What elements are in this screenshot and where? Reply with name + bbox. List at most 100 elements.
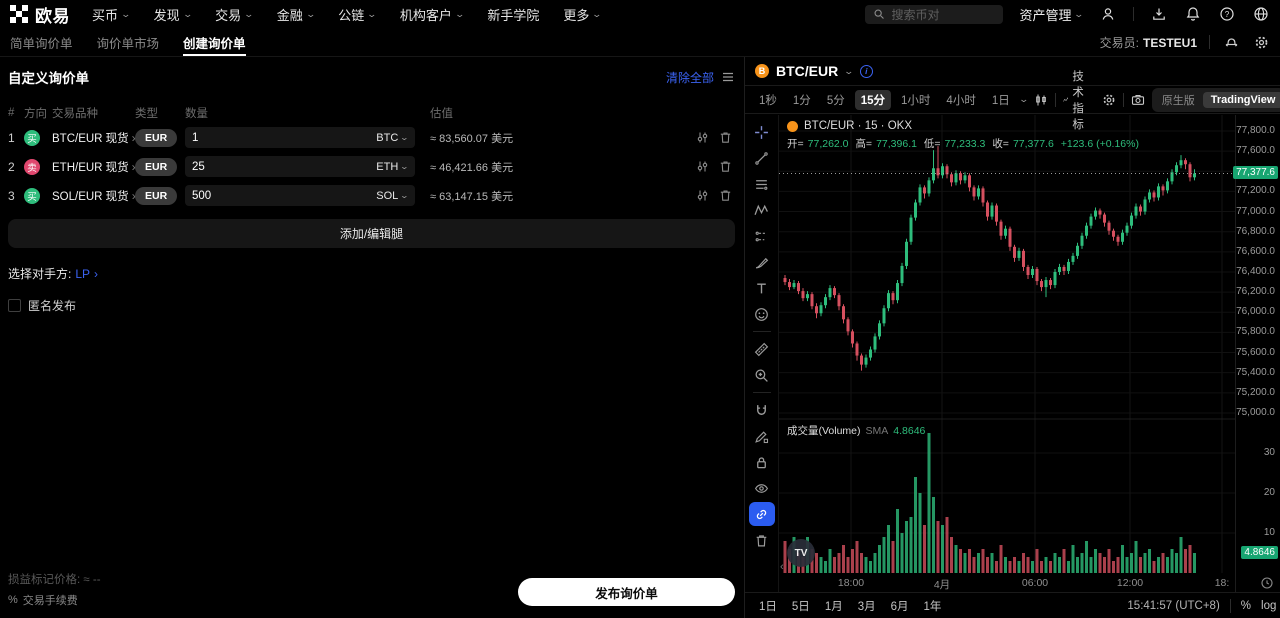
settings-gear-icon[interactable] [1252,33,1270,51]
download-app-icon[interactable] [1150,5,1168,23]
candlestick-chart[interactable] [779,115,1235,593]
swap-legs-icon[interactable] [696,160,709,173]
unit-selector[interactable]: BTC ⌄ [376,132,409,144]
notifications-icon[interactable] [1184,5,1202,23]
menu-finance[interactable]: 金融 ⌄ [277,5,316,24]
percent-scale-button[interactable]: % [1240,599,1252,612]
info-icon[interactable]: i [859,64,873,78]
text-tool-icon[interactable] [749,276,775,300]
magnet-icon[interactable] [749,398,775,422]
remove-drawings-icon[interactable] [749,528,775,552]
chart-type-candles-icon[interactable] [1031,93,1051,107]
instrument-selector[interactable]: BTC/EUR 现货 › [52,130,136,146]
sync-drawings-icon[interactable] [748,502,775,526]
panel-menu-icon[interactable] [722,71,734,83]
tab-rfq-market[interactable]: 询价单市场 [96,36,160,51]
type-pill[interactable]: EUR [135,186,178,205]
type-pill[interactable]: EUR [135,128,178,147]
range-3mo[interactable]: 3月 [857,600,876,613]
tab-simple-rfq[interactable]: 简单询价单 [10,36,73,51]
timeframe-5m[interactable]: 5分 [826,94,845,107]
zoom-in-icon[interactable] [749,363,775,387]
crosshair-icon[interactable] [749,120,775,144]
menu-label: 买币 [92,7,119,23]
forecast-icon[interactable] [749,224,775,248]
language-globe-icon[interactable] [1252,5,1270,23]
add-edit-legs-button[interactable]: 添加/编辑腿 [8,219,735,248]
brush-icon[interactable] [749,250,775,274]
range-1y[interactable]: 1年 [923,600,942,613]
tradingview-logo[interactable]: TV [787,539,815,567]
chart-settings-gear-icon[interactable] [1099,93,1119,107]
price-axis[interactable]: 77,377.6 4.8646 77,800.077,600.077,400.0… [1233,115,1279,592]
col-type: 类型 [135,108,158,120]
hide-drawings-icon[interactable] [749,476,775,500]
range-1d[interactable]: 1日 [759,600,777,613]
fee-label[interactable]: 交易手续费 [22,595,78,607]
menu-trade[interactable]: 交易 ⌄ [215,5,254,24]
timeframe-1s[interactable]: 1秒 [759,94,777,107]
delete-leg-icon[interactable] [719,131,732,144]
delete-leg-icon[interactable] [719,160,732,173]
drawing-mode-icon[interactable] [749,424,775,448]
chevron-down-icon[interactable]: ⌄ [1018,94,1029,104]
menu-chain[interactable]: 公链 ⌄ [338,5,377,24]
timeframe-1m[interactable]: 1分 [792,94,811,107]
chevron-right-icon[interactable]: › [94,266,99,281]
timeframe-4h[interactable]: 4小时 [946,94,976,107]
assets-menu[interactable]: 资产管理 ⌄ [1019,5,1084,24]
instrument-selector[interactable]: ETH/EUR 现货 › [52,159,136,175]
screenshot-camera-icon[interactable] [1128,93,1148,107]
publish-rfq-button[interactable]: 发布询价单 [518,578,735,606]
menu-discover[interactable]: 发现 ⌄ [154,5,193,24]
type-pill[interactable]: EUR [135,157,178,176]
assets-label: 资产管理 [1019,7,1072,23]
tradingview-tab[interactable]: TradingView [1202,91,1280,108]
lock-drawings-icon[interactable] [749,450,775,474]
ruler-icon[interactable] [749,337,775,361]
unit-selector[interactable]: ETH ⌄ [376,161,409,173]
chevron-down-icon[interactable]: ⌄ [843,65,855,76]
swap-legs-icon[interactable] [696,189,709,202]
log-scale-button[interactable]: log [1261,599,1277,612]
okx-logo[interactable]: 欧易 [10,2,70,27]
amount-input[interactable]: 1 BTC ⌄ [185,127,415,148]
anonymous-checkbox[interactable] [8,299,21,312]
instrument-selector[interactable]: SOL/EUR 现货 › [52,188,136,204]
amount-input[interactable]: 500 SOL ⌄ [185,185,415,206]
collapse-arrow-icon[interactable]: ‹ [780,561,784,573]
clear-all-link[interactable]: 清除全部 [665,70,714,85]
search-input[interactable]: 搜索币对 [865,4,1004,24]
menu-more[interactable]: 更多 ⌄ [563,5,602,24]
tab-create-rfq[interactable]: 创建询价单 [183,28,246,56]
col-index: # [8,107,15,119]
menu-academy[interactable]: 新手学院 [487,5,539,24]
amount-input[interactable]: 25 ETH ⌄ [185,156,415,177]
menu-buy-crypto[interactable]: 买币 ⌄ [92,5,131,24]
emoji-icon[interactable] [749,302,775,326]
timeframe-15m[interactable]: 15分 [854,89,892,110]
delete-leg-icon[interactable] [719,189,732,202]
counterparty-value[interactable]: LP [75,266,91,281]
swap-legs-icon[interactable] [696,131,709,144]
menu-institutional[interactable]: 机构客户 ⌄ [400,5,465,24]
fib-lines-icon[interactable] [749,172,775,196]
xabcd-pattern-icon[interactable] [749,198,775,222]
clock-utc[interactable]: 15:41:57 (UTC+8) [1127,599,1220,612]
native-version-tab[interactable]: 原生版 [1161,94,1195,107]
timeframe-1d[interactable]: 1日 [991,94,1010,107]
range-6mo[interactable]: 6月 [890,600,909,613]
hat-icon[interactable] [1222,33,1240,51]
range-1mo[interactable]: 1月 [824,600,843,613]
trend-line-icon[interactable] [749,146,775,170]
time-axis[interactable]: 18:00 4月 06:00 12:00 18: [779,573,1235,593]
indicators-button[interactable]: 技术指标 [1060,68,1096,132]
help-icon[interactable]: ? [1218,5,1236,23]
timezone-clock-icon[interactable] [1261,577,1273,589]
timeframe-1h[interactable]: 1小时 [901,94,931,107]
range-5d[interactable]: 5日 [791,600,810,613]
unit-selector[interactable]: SOL ⌄ [376,190,409,202]
symbol-title[interactable]: BTC/EUR [776,63,839,79]
profile-icon[interactable] [1099,5,1117,23]
chart-plot-area[interactable]: BTC/EUR · 15 · OKX 开= 77,262.0 高= 77,396.1… [779,115,1235,593]
